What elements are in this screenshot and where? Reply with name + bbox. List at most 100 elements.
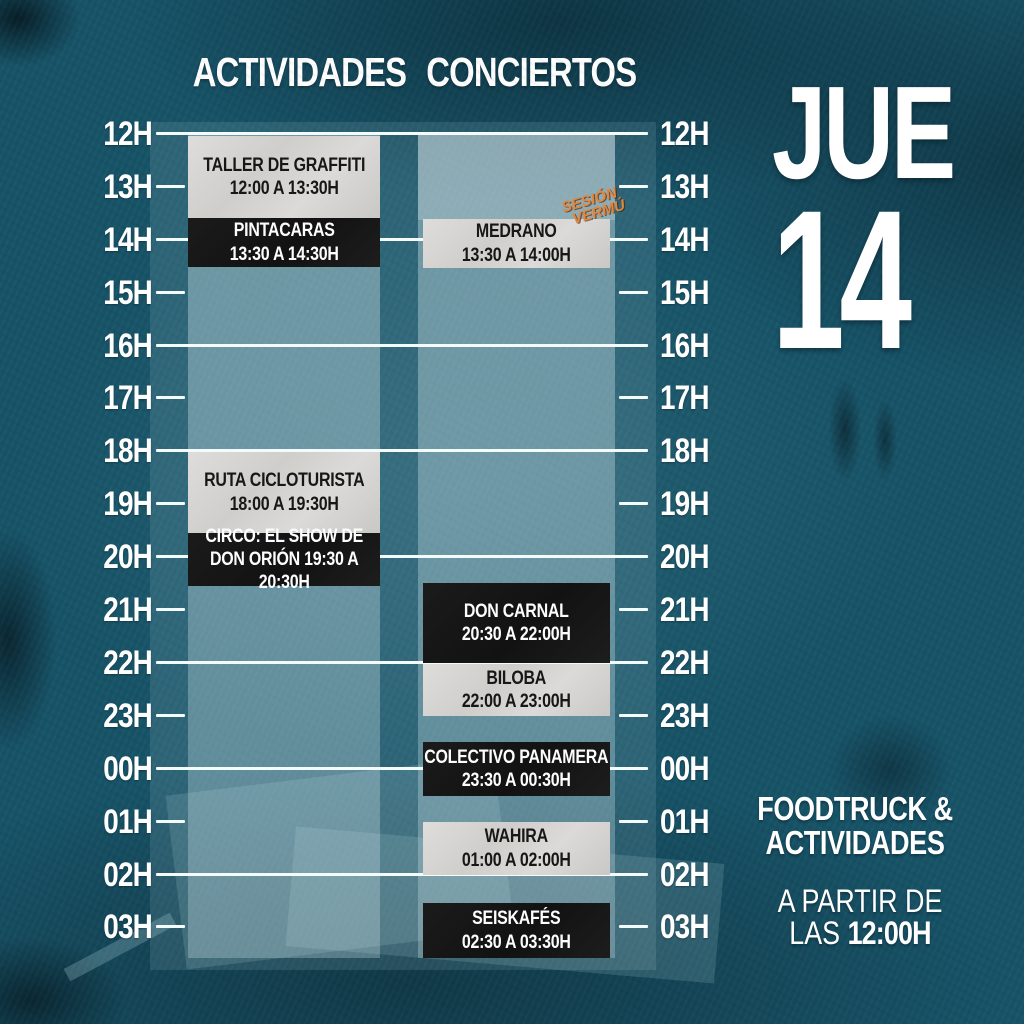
foodtruck-note-line1: FOODTRUCK & bbox=[757, 790, 953, 827]
hour-label-right: 17H bbox=[660, 379, 710, 417]
event-name: COLECTIVO PANAMERA bbox=[424, 746, 609, 768]
event-time: 01:00 A 02:00H bbox=[462, 849, 571, 871]
foodtruck-note-line2: ACTIVIDADES bbox=[765, 823, 945, 861]
hour-label-right: 21H bbox=[660, 591, 710, 629]
hour-label-right: 19H bbox=[660, 485, 710, 523]
hour-label-right: 14H bbox=[660, 221, 710, 259]
event-time: 18:00 A 19:30H bbox=[229, 493, 339, 515]
event-name: DON CARNAL bbox=[464, 600, 569, 622]
event-block-wahira: WAHIRA 01:00 A 02:00H bbox=[423, 822, 610, 875]
hour-label-right: 20H bbox=[660, 538, 710, 576]
event-time: 20:30 A 22:00H bbox=[462, 624, 571, 645]
hour-label-right: 18H bbox=[660, 432, 710, 470]
event-block-don-carnal: DON CARNAL 20:30 A 22:00H bbox=[423, 583, 610, 663]
concerts-column-header: CONCIERTOS bbox=[426, 49, 637, 95]
hour-line bbox=[156, 238, 648, 241]
hour-label-right: 23H bbox=[660, 697, 710, 735]
hour-line bbox=[156, 873, 648, 876]
day-number-text: 14 bbox=[772, 169, 912, 391]
hour-tick-right bbox=[619, 925, 648, 928]
event-time: 12:00 A 13:30H bbox=[229, 178, 339, 199]
event-block-biloba: BILOBA 22:00 A 23:00H bbox=[423, 664, 610, 716]
hour-label-left: 21H bbox=[103, 591, 153, 629]
hour-line bbox=[156, 449, 648, 452]
event-time: 22:00 A 23:00H bbox=[462, 691, 571, 712]
hour-tick-left bbox=[156, 185, 185, 188]
event-name: TALLER DE GRAFFITI bbox=[203, 154, 365, 176]
hour-tick-right bbox=[619, 502, 648, 505]
event-time: 23:30 A 00:30H bbox=[462, 770, 571, 791]
hour-label-right: 02H bbox=[660, 856, 710, 894]
weekday-text: JUE bbox=[772, 59, 956, 206]
activities-column-header: ACTIVIDADES bbox=[192, 49, 407, 95]
hour-line bbox=[156, 661, 648, 664]
event-block-circo-el-show-de-don-orion: CIRCO: EL SHOW DE DON ORIÓN 19:30 A 20:3… bbox=[188, 526, 380, 593]
hour-line bbox=[156, 132, 648, 135]
start-time-text: 12:00H bbox=[847, 915, 932, 951]
event-name: RUTA CICLOTURISTA bbox=[203, 470, 365, 492]
hour-tick-right bbox=[619, 820, 648, 823]
event-block-pintacaras: PINTACARAS 13:30 A 14:30H bbox=[188, 218, 380, 267]
event-time: 13:30 A 14:30H bbox=[229, 243, 339, 265]
hour-label-left: 22H bbox=[103, 644, 153, 682]
hour-label-left: 15H bbox=[103, 274, 153, 312]
hour-tick-right bbox=[619, 291, 648, 294]
hour-tick-right bbox=[619, 714, 648, 717]
hour-tick-right bbox=[619, 185, 648, 188]
hour-tick-right bbox=[619, 396, 648, 399]
hour-line bbox=[156, 555, 648, 558]
hour-label-left: 00H bbox=[103, 750, 153, 788]
concerts-track-highlight bbox=[418, 134, 615, 220]
hour-label-left: 16H bbox=[103, 327, 153, 365]
hour-tick-left bbox=[156, 396, 185, 399]
hour-label-left: 01H bbox=[103, 803, 153, 841]
hour-label-right: 22H bbox=[660, 644, 710, 682]
hour-tick-left bbox=[156, 925, 185, 928]
hour-label-left: 02H bbox=[103, 856, 153, 894]
hour-tick-right bbox=[619, 608, 648, 611]
event-block-colectivo-panamera: COLECTIVO PANAMERA 23:30 A 00:30H bbox=[423, 742, 610, 796]
hour-label-right: 15H bbox=[660, 274, 710, 312]
hour-label-left: 03H bbox=[103, 908, 153, 946]
event-name: CIRCO: EL SHOW DE DON ORIÓN bbox=[205, 525, 363, 570]
hour-label-left: 20H bbox=[103, 538, 153, 576]
hour-tick-left bbox=[156, 608, 185, 611]
hour-label-left: 13H bbox=[103, 168, 153, 206]
hour-tick-left bbox=[156, 291, 185, 294]
event-time: 13:30 A 14:00H bbox=[462, 244, 571, 266]
hour-label-right: 16H bbox=[660, 327, 710, 365]
hour-label-left: 12H bbox=[103, 115, 153, 153]
hour-label-right: 03H bbox=[660, 908, 710, 946]
hour-label-left: 17H bbox=[103, 379, 153, 417]
hour-line bbox=[156, 767, 648, 770]
foodtruck-note-subtitle: A PARTIR DE LAS 12:00H bbox=[755, 885, 965, 949]
hour-label-right: 00H bbox=[660, 750, 710, 788]
event-time: 19:30 A 20:30H bbox=[258, 548, 359, 594]
event-block-ruta-cicloturista: RUTA CICLOTURISTA 18:00 A 19:30H bbox=[188, 452, 380, 533]
foodtruck-subtitle-line2: LAS 12:00H bbox=[789, 915, 932, 951]
event-name: SEISKAFÉS bbox=[472, 908, 561, 930]
foodtruck-note-title: FOODTRUCK & ACTIVIDADES bbox=[757, 792, 954, 859]
hour-label-left: 19H bbox=[103, 485, 153, 523]
event-name: BILOBA bbox=[486, 667, 547, 689]
event-block-taller-de-graffiti: TALLER DE GRAFFITI 12:00 A 13:30H bbox=[188, 136, 380, 218]
hour-tick-left bbox=[156, 714, 185, 717]
foodtruck-subtitle-line1: A PARTIR DE bbox=[777, 883, 943, 919]
event-name: WAHIRA bbox=[484, 826, 549, 848]
hour-label-right: 01H bbox=[660, 803, 710, 841]
concerts-track bbox=[418, 134, 615, 958]
hour-label-left: 18H bbox=[103, 432, 153, 470]
day-label: JUE 14 bbox=[772, 59, 1017, 391]
hour-line bbox=[156, 344, 648, 347]
event-name: PINTACARAS bbox=[233, 220, 335, 242]
hour-tick-left bbox=[156, 820, 185, 823]
hour-label-right: 13H bbox=[660, 168, 710, 206]
event-block-medrano: MEDRANO 13:30 A 14:00H bbox=[423, 219, 610, 268]
hour-label-left: 23H bbox=[103, 697, 153, 735]
event-time: 02:30 A 03:30H bbox=[462, 931, 571, 953]
hour-label-right: 12H bbox=[660, 115, 710, 153]
event-name: MEDRANO bbox=[476, 221, 557, 243]
hour-tick-left bbox=[156, 502, 185, 505]
event-block-seiskafes: SEISKAFÉS 02:30 A 03:30H bbox=[423, 903, 610, 958]
